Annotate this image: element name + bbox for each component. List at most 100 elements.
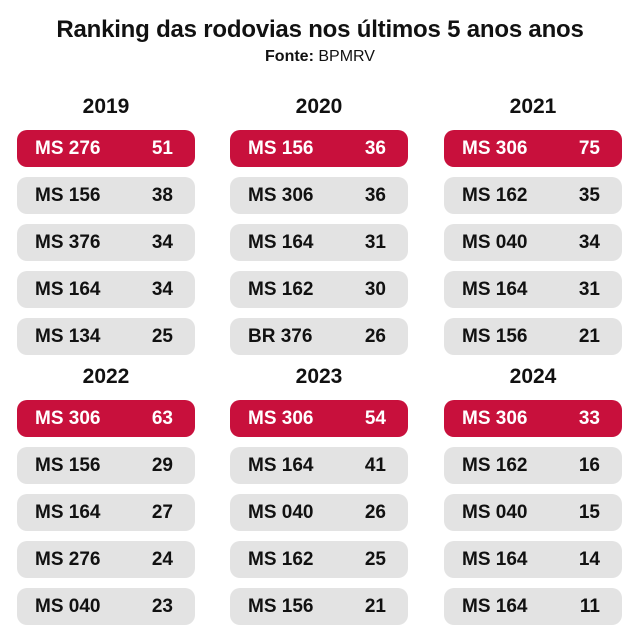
road-name: MS 306 bbox=[462, 137, 528, 159]
road-name: MS 156 bbox=[35, 454, 101, 476]
road-name: MS 164 bbox=[248, 454, 314, 476]
accident-count: 26 bbox=[364, 501, 386, 523]
road-name: MS 306 bbox=[35, 407, 101, 429]
road-name: MS 040 bbox=[35, 595, 101, 617]
road-name: MS 276 bbox=[35, 137, 101, 159]
ranking-row-top: MS 306 63 bbox=[17, 400, 195, 437]
ranking-row: MS 164 27 bbox=[17, 494, 195, 531]
year-heading: 2020 bbox=[295, 95, 343, 118]
accident-count: 21 bbox=[364, 595, 386, 617]
ranking-row: MS 156 21 bbox=[444, 318, 622, 355]
road-name: BR 376 bbox=[248, 325, 313, 347]
accident-count: 41 bbox=[364, 454, 386, 476]
year-block-2021: 2021 MS 306 75 MS 162 35 MS 040 34 MS 164 31 MS 1… bbox=[444, 92, 622, 355]
year-block-2020: 2020 MS 156 36 MS 306 36 MS 164 31 MS 162 30 BR 3… bbox=[230, 92, 408, 355]
ranking-row: MS 040 23 bbox=[17, 588, 195, 625]
ranking-row: MS 306 36 bbox=[230, 177, 408, 214]
ranking-row: MS 156 21 bbox=[230, 588, 408, 625]
accident-count: 24 bbox=[151, 548, 173, 570]
road-name: MS 276 bbox=[35, 548, 101, 570]
accident-count: 31 bbox=[364, 231, 386, 253]
road-name: MS 164 bbox=[35, 278, 101, 300]
accident-count: 14 bbox=[578, 548, 600, 570]
accident-count: 38 bbox=[151, 184, 173, 206]
ranking-row: MS 164 31 bbox=[444, 271, 622, 308]
ranking-row-top: MS 276 51 bbox=[17, 130, 195, 167]
accident-count: 63 bbox=[151, 407, 173, 429]
accident-count: 36 bbox=[364, 184, 386, 206]
accident-count: 15 bbox=[578, 501, 600, 523]
ranking-row: MS 040 26 bbox=[230, 494, 408, 531]
ranking-row: MS 162 30 bbox=[230, 271, 408, 308]
year-heading: 2021 bbox=[509, 95, 557, 118]
ranking-row: MS 162 35 bbox=[444, 177, 622, 214]
road-name: MS 156 bbox=[35, 184, 101, 206]
road-name: MS 306 bbox=[248, 184, 314, 206]
ranking-row: BR 376 26 bbox=[230, 318, 408, 355]
ranking-row: MS 164 34 bbox=[17, 271, 195, 308]
ranking-row: MS 376 34 bbox=[17, 224, 195, 261]
ranking-row: MS 164 41 bbox=[230, 447, 408, 484]
accident-count: 51 bbox=[151, 137, 173, 159]
year-block-2023: 2023 MS 306 54 MS 164 41 MS 040 26 MS 162 25 MS 1… bbox=[230, 362, 408, 625]
chart-title: Ranking das rodovias nos últimos 5 anos … bbox=[56, 16, 584, 43]
ranking-row: MS 040 34 bbox=[444, 224, 622, 261]
ranking-row: MS 164 31 bbox=[230, 224, 408, 261]
accident-count: 23 bbox=[151, 595, 173, 617]
accident-count: 31 bbox=[578, 278, 600, 300]
accident-count: 21 bbox=[578, 325, 600, 347]
accident-count: 29 bbox=[151, 454, 173, 476]
road-name: MS 040 bbox=[462, 501, 528, 523]
ranking-row: MS 162 16 bbox=[444, 447, 622, 484]
source-label: Fonte: bbox=[265, 48, 314, 65]
accident-count: 27 bbox=[151, 501, 173, 523]
ranking-row: MS 156 29 bbox=[17, 447, 195, 484]
road-name: MS 156 bbox=[248, 595, 314, 617]
accident-count: 11 bbox=[579, 595, 600, 617]
road-name: MS 156 bbox=[248, 137, 314, 159]
ranking-row: MS 134 25 bbox=[17, 318, 195, 355]
ranking-row: MS 156 38 bbox=[17, 177, 195, 214]
year-heading: 2023 bbox=[295, 365, 343, 388]
ranking-row-top: MS 306 75 bbox=[444, 130, 622, 167]
road-name: MS 164 bbox=[462, 278, 528, 300]
source-line: Fonte: BPMRV bbox=[0, 48, 640, 66]
accident-count: 35 bbox=[578, 184, 600, 206]
accident-count: 34 bbox=[151, 278, 173, 300]
ranking-row: MS 164 14 bbox=[444, 541, 622, 578]
road-name: MS 040 bbox=[248, 501, 314, 523]
road-name: MS 162 bbox=[462, 454, 528, 476]
accident-count: 54 bbox=[364, 407, 386, 429]
year-block-2022: 2022 MS 306 63 MS 156 29 MS 164 27 MS 276 24 MS 0… bbox=[17, 362, 195, 625]
road-name: MS 164 bbox=[462, 548, 528, 570]
ranking-row: MS 040 15 bbox=[444, 494, 622, 531]
ranking-row: MS 162 25 bbox=[230, 541, 408, 578]
accident-count: 25 bbox=[364, 548, 386, 570]
year-heading: 2019 bbox=[82, 95, 130, 118]
accident-count: 25 bbox=[151, 325, 173, 347]
road-name: MS 164 bbox=[462, 595, 528, 617]
road-name: MS 164 bbox=[35, 501, 101, 523]
road-name: MS 040 bbox=[462, 231, 528, 253]
road-name: MS 162 bbox=[248, 548, 314, 570]
source-value: BPMRV bbox=[318, 48, 375, 65]
ranking-row: MS 276 24 bbox=[17, 541, 195, 578]
year-block-2019: 2019 MS 276 51 MS 156 38 MS 376 34 MS 164 34 MS 1… bbox=[17, 92, 195, 355]
road-name: MS 164 bbox=[248, 231, 314, 253]
road-name: MS 306 bbox=[462, 407, 528, 429]
accident-count: 34 bbox=[151, 231, 173, 253]
road-name: MS 306 bbox=[248, 407, 314, 429]
ranking-row-top: MS 156 36 bbox=[230, 130, 408, 167]
accident-count: 36 bbox=[364, 137, 386, 159]
year-heading: 2022 bbox=[82, 365, 130, 388]
year-block-2024: 2024 MS 306 33 MS 162 16 MS 040 15 MS 164 14 MS 1… bbox=[444, 362, 622, 625]
accident-count: 26 bbox=[364, 325, 386, 347]
road-name: MS 156 bbox=[462, 325, 528, 347]
accident-count: 16 bbox=[578, 454, 600, 476]
year-heading: 2024 bbox=[509, 365, 557, 388]
accident-count: 75 bbox=[578, 137, 600, 159]
accident-count: 30 bbox=[364, 278, 386, 300]
accident-count: 33 bbox=[578, 407, 600, 429]
accident-count: 34 bbox=[578, 231, 600, 253]
road-name: MS 162 bbox=[462, 184, 528, 206]
